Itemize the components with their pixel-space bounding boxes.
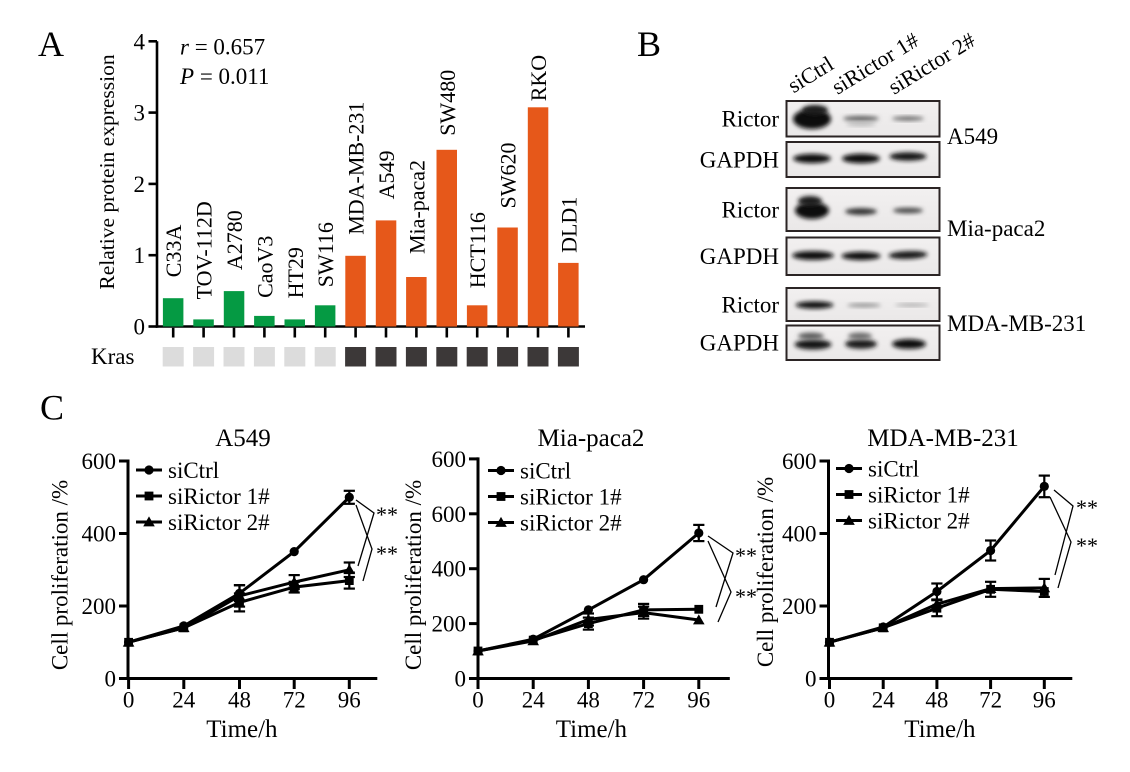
svg-text:siRictor 1#: siRictor 1# <box>868 483 970 508</box>
svg-text:RKO: RKO <box>526 55 551 101</box>
svg-text:siRictor 1#: siRictor 1# <box>168 484 270 509</box>
svg-text:Rictor: Rictor <box>722 198 780 223</box>
svg-text:GAPDH: GAPDH <box>700 244 779 269</box>
svg-text:GAPDH: GAPDH <box>700 331 779 356</box>
svg-text:GAPDH: GAPDH <box>700 148 779 173</box>
svg-text:3: 3 <box>134 101 146 126</box>
svg-text:B: B <box>637 24 661 64</box>
svg-text:Mia-paca2: Mia-paca2 <box>404 160 429 254</box>
svg-text:siRictor 2#: siRictor 2# <box>168 510 270 535</box>
svg-text:1: 1 <box>134 243 146 268</box>
svg-text:0: 0 <box>824 688 836 713</box>
svg-text:24: 24 <box>172 688 196 713</box>
svg-text:C: C <box>40 388 64 428</box>
svg-text:siCtrl: siCtrl <box>868 457 919 482</box>
svg-text:Cell proliferation /%: Cell proliferation /% <box>753 477 778 667</box>
svg-text:SW116: SW116 <box>313 222 338 287</box>
svg-text:**: ** <box>376 502 398 527</box>
svg-text:24: 24 <box>872 688 896 713</box>
svg-text:**: ** <box>1076 495 1098 520</box>
svg-text:SW620: SW620 <box>496 143 521 209</box>
svg-text:Mia-paca2: Mia-paca2 <box>538 425 645 452</box>
svg-text:**: ** <box>735 584 757 609</box>
svg-text:48: 48 <box>228 688 251 713</box>
svg-text:600: 600 <box>432 502 467 527</box>
svg-text:**: ** <box>376 541 398 566</box>
svg-text:Time/h: Time/h <box>904 716 976 743</box>
svg-text:200: 200 <box>782 594 817 619</box>
svg-text:24: 24 <box>522 688 546 713</box>
svg-text:siCtrl: siCtrl <box>168 458 219 483</box>
svg-text:r = 0.657: r = 0.657 <box>180 35 265 60</box>
svg-text:400: 400 <box>82 522 117 547</box>
svg-text:600: 600 <box>782 449 817 474</box>
svg-text:siRictor 1#: siRictor 1# <box>520 485 622 510</box>
svg-text:72: 72 <box>632 688 655 713</box>
svg-text:96: 96 <box>338 688 361 713</box>
svg-text:A549: A549 <box>374 151 399 200</box>
svg-text:HCT116: HCT116 <box>465 212 490 288</box>
svg-text:A549: A549 <box>947 124 998 149</box>
svg-text:4: 4 <box>134 29 146 54</box>
svg-text:siRictor 2#: siRictor 2# <box>520 511 622 536</box>
svg-text:CaoV3: CaoV3 <box>252 236 277 298</box>
svg-text:Time/h: Time/h <box>206 716 278 743</box>
svg-text:**: ** <box>735 543 757 568</box>
svg-text:600: 600 <box>432 447 467 472</box>
svg-text:0: 0 <box>134 315 146 340</box>
svg-text:Relative protein expression: Relative protein expression <box>95 54 119 289</box>
svg-text:C33A: C33A <box>161 225 186 278</box>
svg-text:Cell proliferation /%: Cell proliferation /% <box>401 480 426 670</box>
svg-text:siRictor 2#: siRictor 2# <box>868 509 970 534</box>
svg-text:Kras: Kras <box>91 344 134 369</box>
svg-text:A549: A549 <box>215 425 271 452</box>
svg-text:0: 0 <box>455 667 467 692</box>
svg-text:0: 0 <box>805 667 817 692</box>
svg-text:96: 96 <box>687 688 710 713</box>
svg-text:siCtrl: siCtrl <box>520 459 571 484</box>
svg-text:MDA-MB-231: MDA-MB-231 <box>867 425 1018 452</box>
svg-text:HT29: HT29 <box>283 247 308 298</box>
svg-text:Time/h: Time/h <box>556 716 628 743</box>
svg-text:72: 72 <box>979 688 1002 713</box>
svg-text:Rictor: Rictor <box>722 107 780 132</box>
svg-text:72: 72 <box>283 688 306 713</box>
svg-text:2: 2 <box>134 172 146 197</box>
svg-text:TOV-112D: TOV-112D <box>192 201 217 299</box>
svg-text:MDA-MB-231: MDA-MB-231 <box>947 311 1086 336</box>
svg-text:400: 400 <box>432 557 467 582</box>
svg-text:A2780: A2780 <box>222 210 247 270</box>
svg-text:DLD1: DLD1 <box>556 197 581 253</box>
svg-text:200: 200 <box>432 612 467 637</box>
svg-text:P = 0.011: P = 0.011 <box>179 64 269 89</box>
svg-text:Cell proliferation /%: Cell proliferation /% <box>48 480 73 670</box>
svg-text:48: 48 <box>577 688 600 713</box>
svg-text:**: ** <box>1076 533 1098 558</box>
svg-text:200: 200 <box>82 594 117 619</box>
svg-text:96: 96 <box>1033 688 1056 713</box>
svg-text:600: 600 <box>82 449 117 474</box>
svg-text:SW480: SW480 <box>435 70 460 136</box>
svg-text:Rictor: Rictor <box>722 293 780 318</box>
svg-text:0: 0 <box>105 667 117 692</box>
svg-text:0: 0 <box>123 688 135 713</box>
svg-text:MDA-MB-231: MDA-MB-231 <box>344 102 369 235</box>
svg-text:48: 48 <box>925 688 948 713</box>
svg-text:Mia-paca2: Mia-paca2 <box>947 216 1045 241</box>
svg-text:400: 400 <box>782 522 817 547</box>
svg-text:A: A <box>38 24 64 64</box>
svg-text:0: 0 <box>472 688 484 713</box>
